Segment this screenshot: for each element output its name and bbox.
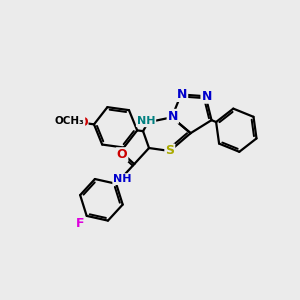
Text: N: N	[201, 90, 212, 103]
Text: O: O	[117, 148, 128, 161]
Text: NH: NH	[113, 174, 132, 184]
Text: N: N	[177, 88, 187, 101]
Text: OCH₃: OCH₃	[55, 116, 84, 126]
Text: O: O	[77, 116, 88, 129]
Text: S: S	[165, 145, 174, 158]
Text: F: F	[76, 217, 84, 230]
Text: N: N	[168, 110, 178, 123]
Text: NH: NH	[137, 116, 155, 126]
